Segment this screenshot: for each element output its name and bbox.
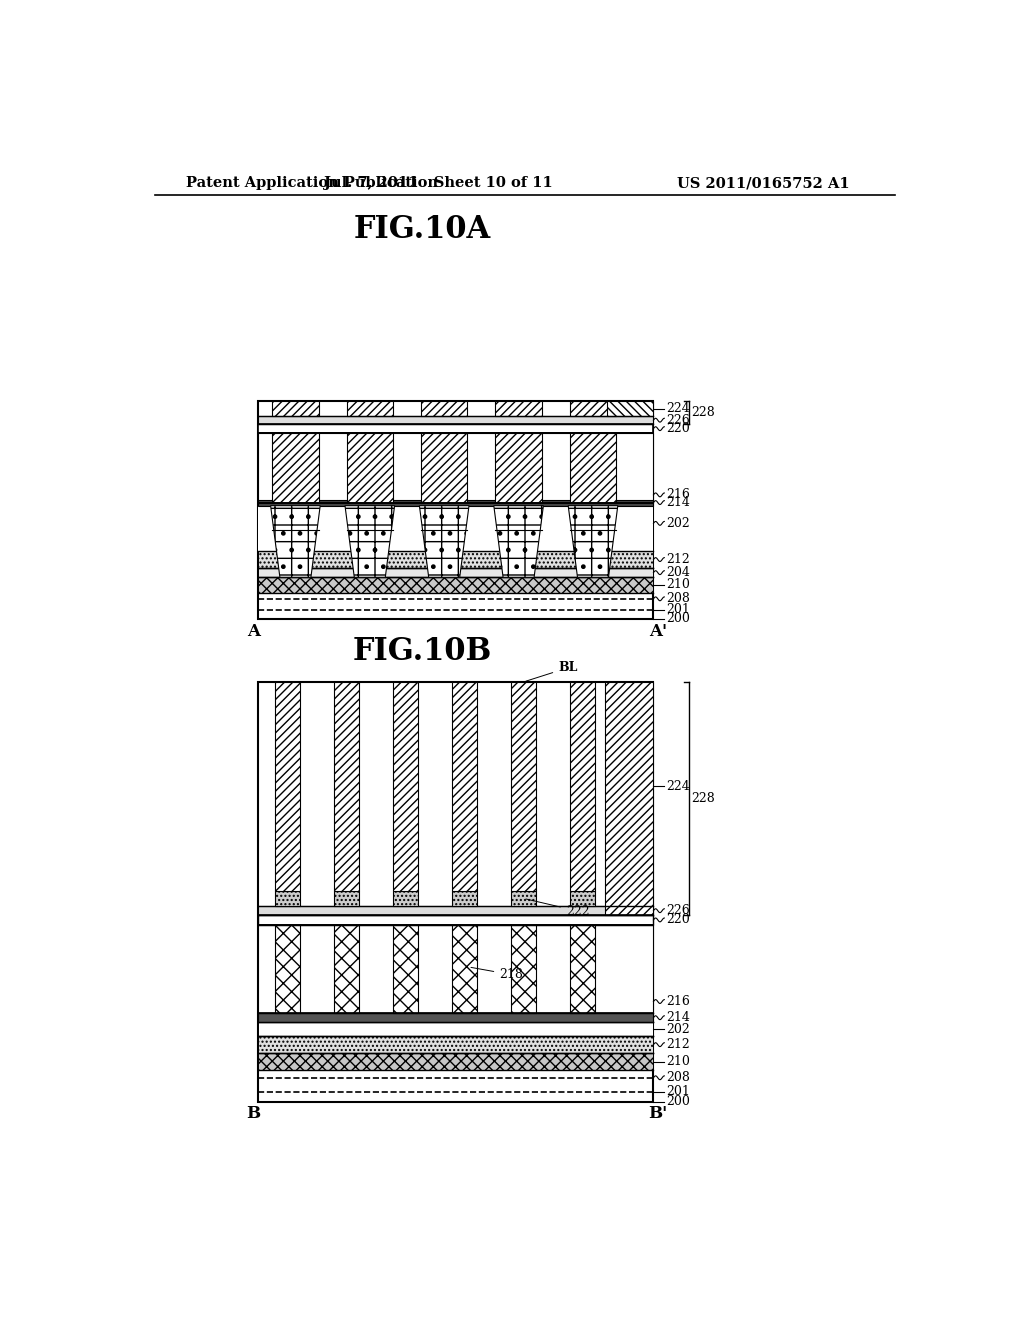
Text: 226: 226 bbox=[666, 904, 689, 917]
Bar bbox=[258, 906, 653, 915]
Text: 201: 201 bbox=[666, 603, 690, 616]
Bar bbox=[258, 1022, 653, 1036]
Polygon shape bbox=[270, 506, 321, 577]
Text: 210: 210 bbox=[666, 1055, 690, 1068]
Text: 204: 204 bbox=[666, 566, 690, 579]
Bar bbox=[272, 401, 318, 416]
Text: 212: 212 bbox=[666, 553, 689, 566]
Text: 202: 202 bbox=[666, 1023, 689, 1036]
Bar bbox=[607, 401, 653, 416]
Polygon shape bbox=[345, 506, 394, 577]
Bar bbox=[258, 924, 653, 1014]
Text: 222: 222 bbox=[526, 899, 590, 917]
Polygon shape bbox=[568, 506, 617, 577]
Bar bbox=[258, 915, 653, 924]
Text: 216: 216 bbox=[666, 488, 690, 502]
Text: 220: 220 bbox=[666, 422, 689, 436]
Text: A: A bbox=[247, 623, 260, 640]
Text: 228: 228 bbox=[691, 407, 715, 418]
Bar bbox=[511, 682, 536, 891]
Bar bbox=[511, 924, 536, 1014]
Bar bbox=[258, 1036, 653, 1053]
Text: US 2011/0165752 A1: US 2011/0165752 A1 bbox=[677, 176, 850, 190]
Bar bbox=[346, 401, 393, 416]
Bar bbox=[569, 401, 616, 416]
Bar bbox=[334, 682, 359, 891]
Text: 202: 202 bbox=[666, 517, 689, 529]
Polygon shape bbox=[420, 506, 469, 577]
Bar bbox=[258, 577, 653, 593]
Text: Patent Application Publication: Patent Application Publication bbox=[186, 176, 438, 190]
Text: 224: 224 bbox=[666, 780, 689, 793]
Bar bbox=[569, 891, 595, 906]
Bar bbox=[258, 499, 653, 506]
Text: 200: 200 bbox=[666, 612, 690, 626]
Bar bbox=[258, 682, 653, 1102]
Text: 212: 212 bbox=[666, 1038, 689, 1051]
Bar bbox=[452, 924, 477, 1014]
Text: 208: 208 bbox=[666, 593, 690, 606]
Bar bbox=[258, 1053, 653, 1071]
Bar bbox=[569, 924, 595, 1014]
Text: 200: 200 bbox=[666, 1096, 690, 1109]
Text: FIG.10B: FIG.10B bbox=[353, 636, 493, 667]
Text: 220: 220 bbox=[666, 913, 689, 927]
Text: BL: BL bbox=[526, 661, 578, 681]
Bar bbox=[258, 433, 653, 503]
Text: 208: 208 bbox=[666, 1072, 690, 1084]
Text: FIG.10A: FIG.10A bbox=[354, 214, 492, 244]
Bar bbox=[452, 682, 477, 891]
Bar bbox=[421, 401, 467, 416]
Bar bbox=[346, 433, 393, 503]
Text: Jul. 7, 2011   Sheet 10 of 11: Jul. 7, 2011 Sheet 10 of 11 bbox=[324, 176, 552, 190]
Text: 210: 210 bbox=[666, 578, 690, 591]
Bar bbox=[605, 682, 653, 915]
Text: 224: 224 bbox=[666, 403, 689, 416]
Bar bbox=[258, 506, 653, 552]
Bar bbox=[272, 433, 318, 503]
Bar bbox=[275, 924, 300, 1014]
Bar bbox=[569, 433, 616, 503]
Text: 226: 226 bbox=[666, 413, 689, 426]
Bar bbox=[275, 891, 300, 906]
Bar bbox=[496, 401, 542, 416]
Text: 218: 218 bbox=[471, 968, 523, 981]
Bar bbox=[452, 891, 477, 906]
Bar bbox=[421, 433, 467, 503]
Bar bbox=[258, 416, 653, 424]
Bar bbox=[496, 433, 542, 503]
Bar bbox=[393, 891, 418, 906]
Text: B': B' bbox=[648, 1105, 668, 1122]
Bar bbox=[393, 924, 418, 1014]
Bar bbox=[334, 891, 359, 906]
Bar bbox=[511, 891, 536, 906]
Bar bbox=[393, 682, 418, 891]
Bar bbox=[258, 1014, 653, 1022]
Text: 228: 228 bbox=[691, 792, 715, 805]
Text: 214: 214 bbox=[666, 496, 690, 510]
Bar bbox=[258, 401, 653, 619]
Text: 216: 216 bbox=[666, 995, 690, 1008]
Bar bbox=[334, 924, 359, 1014]
Bar bbox=[569, 682, 595, 891]
Text: A': A' bbox=[649, 623, 668, 640]
Text: 214: 214 bbox=[666, 1011, 690, 1024]
Bar bbox=[275, 682, 300, 891]
Text: B: B bbox=[247, 1105, 261, 1122]
Bar bbox=[258, 552, 653, 568]
Text: 201: 201 bbox=[666, 1085, 690, 1098]
Bar bbox=[258, 568, 653, 577]
Bar bbox=[258, 424, 653, 433]
Polygon shape bbox=[494, 506, 544, 577]
